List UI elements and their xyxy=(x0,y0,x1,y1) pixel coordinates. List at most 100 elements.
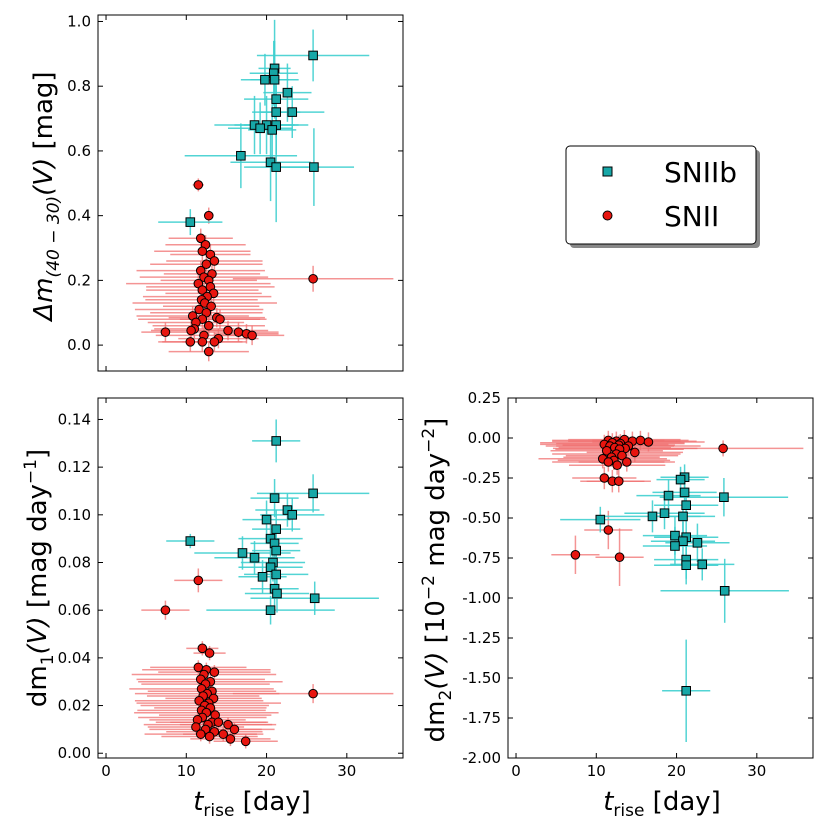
ylabel-sub: 1 xyxy=(38,654,58,665)
ylabel-sup: −2 xyxy=(419,575,439,600)
ytick-label: 0.00 xyxy=(58,744,91,762)
xtick-label: 30 xyxy=(337,762,356,780)
point-SNII xyxy=(218,729,229,739)
ylabel-unit-mid: mag day xyxy=(421,453,451,575)
point-SNII xyxy=(185,337,196,347)
xlabel-main: t xyxy=(603,787,614,817)
point-SNIIb xyxy=(255,123,265,134)
point-SNIIb xyxy=(257,572,268,582)
point-SNII xyxy=(617,450,627,461)
point-SNIIb xyxy=(237,548,248,558)
point-SNII xyxy=(209,337,220,347)
ytick-label: 0.0 xyxy=(67,336,91,354)
ytick-label: -2.00 xyxy=(462,749,501,767)
point-SNIIb xyxy=(271,436,281,446)
points-top-left xyxy=(160,50,319,357)
ytick-label: 0.06 xyxy=(58,601,91,619)
point-SNII xyxy=(203,346,214,357)
point-SNII xyxy=(614,552,625,563)
xtick-label: 20 xyxy=(257,762,276,780)
point-SNIIb xyxy=(678,511,688,522)
point-SNII xyxy=(203,210,214,221)
point-SNIIb xyxy=(287,510,298,520)
legend-entry-sniib: SNIIb xyxy=(602,156,737,189)
point-SNII xyxy=(599,473,610,483)
point-SNII xyxy=(197,246,208,257)
point-SNIIb xyxy=(287,107,298,117)
ylabel-unit-post: ] xyxy=(23,449,53,459)
point-SNII xyxy=(601,446,612,456)
ylabel-sup: −1 xyxy=(21,459,41,484)
ticks-top-left: 0.0 0.2 0.4 0.6 0.8 1.0 xyxy=(67,12,403,371)
xlabel-sub: rise xyxy=(203,801,234,821)
point-SNII xyxy=(240,736,251,747)
point-SNIIb xyxy=(272,588,282,599)
ylabel-sub: (40 − 30) xyxy=(44,196,64,278)
point-SNII xyxy=(197,643,208,654)
point-SNIIb xyxy=(282,87,293,98)
xtick-label: 30 xyxy=(747,762,766,780)
ylabel-prefix: dm xyxy=(421,700,451,742)
ylabel-bottom-left: dm1(V) [mag day−1] xyxy=(21,449,58,707)
points-bottom-left xyxy=(160,436,320,747)
point-SNII xyxy=(643,437,654,447)
point-SNIIb xyxy=(309,593,320,604)
errorbars-top-left xyxy=(126,19,394,362)
legend: SNIIb SNII xyxy=(565,145,760,248)
point-SNIIb xyxy=(236,150,246,161)
ylabel-sub: 2 xyxy=(436,690,456,701)
point-SNII xyxy=(215,314,225,325)
point-SNII xyxy=(203,320,214,331)
legend-label-snii: SNII xyxy=(664,200,719,233)
ytick-label: 0.12 xyxy=(58,458,91,476)
ytick-label: 0.08 xyxy=(58,554,91,572)
point-SNIIb xyxy=(681,560,691,571)
point-SNII xyxy=(204,731,215,742)
point-SNII xyxy=(223,719,233,730)
ylabel-main: Δm xyxy=(29,277,59,322)
point-SNIIb xyxy=(681,686,691,696)
axes-frame-bottom-left xyxy=(97,397,404,759)
point-SNIIb xyxy=(670,530,680,541)
ytick-label: -1.00 xyxy=(462,589,501,607)
ylabel-sup2: −2 xyxy=(419,428,439,453)
point-SNII xyxy=(718,443,728,454)
ytick-label: 1.0 xyxy=(67,12,91,30)
point-SNIIb xyxy=(681,500,691,510)
point-SNIIb xyxy=(271,162,281,172)
point-SNIIb xyxy=(309,162,319,172)
ticks-bottom-right: 0 10 20 30 -2.00 -1.75 -1.50 -1.25 -1.00 -0.75 -0.… xyxy=(462,389,813,780)
point-SNII xyxy=(195,233,206,244)
ylabel-paren: (V) xyxy=(29,158,59,196)
point-SNIIb xyxy=(269,493,280,503)
point-SNII xyxy=(630,447,640,458)
point-SNIIb xyxy=(269,74,280,85)
point-SNIIb xyxy=(271,524,281,534)
point-SNIIb xyxy=(719,492,729,502)
point-SNII xyxy=(613,476,624,487)
point-SNII xyxy=(197,285,208,295)
ylabel-top-left: Δm(40 − 30)(V) [mag] xyxy=(29,71,64,322)
ytick-label: 0.2 xyxy=(67,271,91,289)
ylabel-unit-post: ] xyxy=(421,418,451,428)
point-SNIIb xyxy=(185,217,196,227)
ytick-label: -1.50 xyxy=(462,669,501,687)
point-SNII xyxy=(193,575,204,586)
xtick-label: 20 xyxy=(667,762,686,780)
point-SNIIb xyxy=(697,559,708,570)
panel-bottom-right: 0 10 20 30 -2.00 -1.75 -1.50 -1.25 -1.00 -0.75 -0.… xyxy=(419,389,814,821)
legend-entry-snii: SNII xyxy=(602,200,719,233)
point-SNII xyxy=(308,688,318,699)
point-SNII xyxy=(603,457,614,467)
point-SNII xyxy=(213,717,224,728)
xtick-label: 10 xyxy=(587,762,606,780)
point-SNII xyxy=(209,667,220,677)
xlabel-bottom-left: trise [day] xyxy=(193,787,311,821)
point-SNII xyxy=(193,180,204,190)
point-SNII xyxy=(209,256,220,266)
point-SNIIb xyxy=(692,538,703,548)
ylabel-unit-pre: [mag day xyxy=(23,484,53,616)
point-SNIIb xyxy=(595,514,606,525)
legend-marker-square xyxy=(602,166,613,177)
point-SNIIb xyxy=(271,94,281,104)
